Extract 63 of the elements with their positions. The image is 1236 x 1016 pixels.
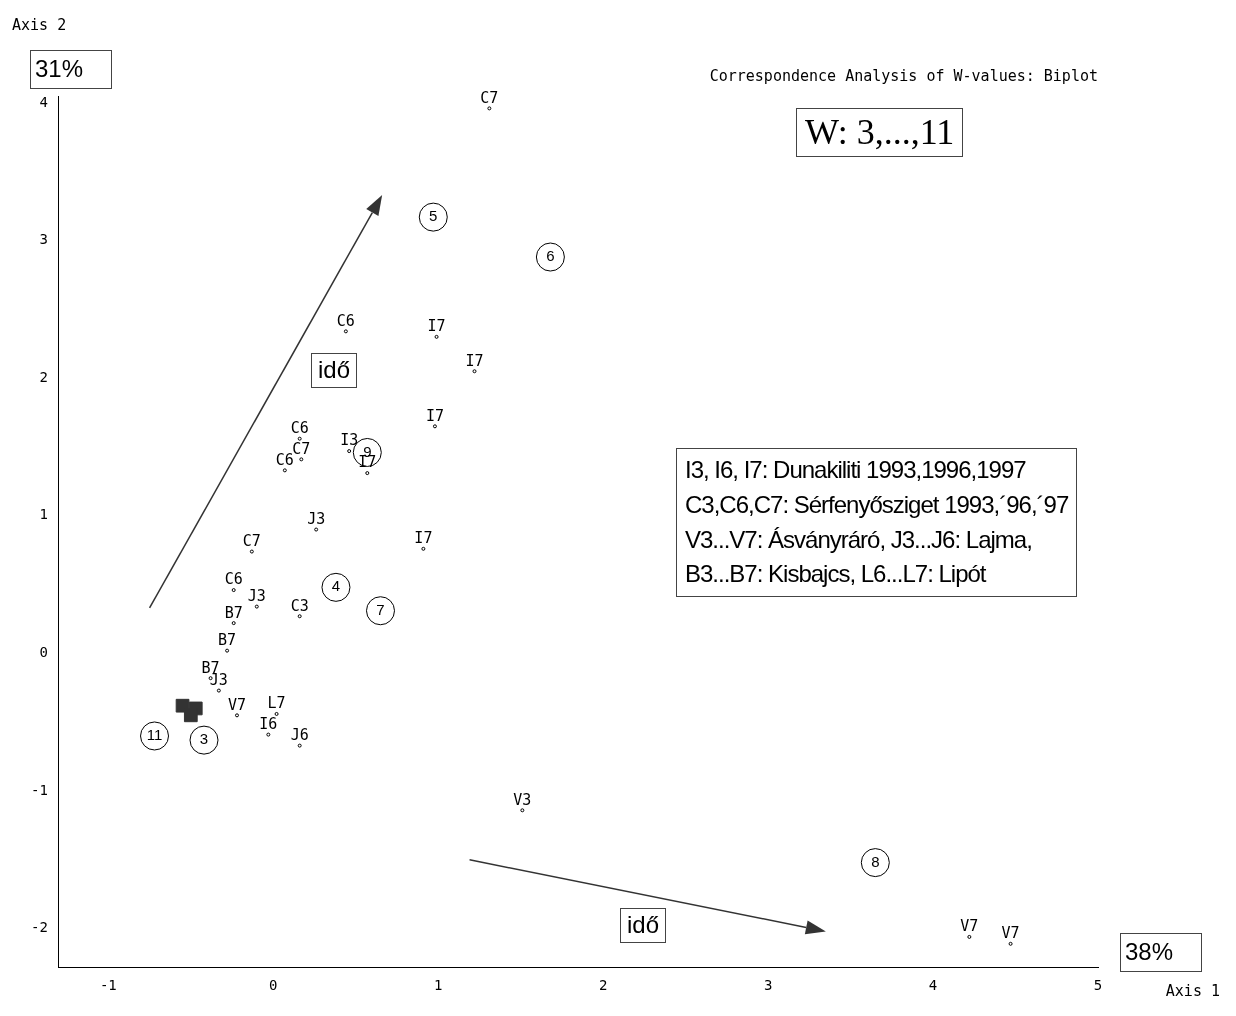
annotation: 4 xyxy=(331,577,341,595)
annotation: 8 xyxy=(871,852,880,870)
y-axis-title: Axis 2 xyxy=(12,16,67,34)
annotation: B3...B7: Kisbajcs, L6...L7: Lipót xyxy=(685,559,988,590)
y-tick-label: 4 xyxy=(39,93,48,110)
data-label: I7 xyxy=(425,406,444,425)
y-tick-label: -2 xyxy=(31,919,48,936)
annotation: 3 xyxy=(199,730,209,748)
text: 31% xyxy=(30,50,113,89)
x-tick-label: -1 xyxy=(99,977,117,994)
data-label: C6 xyxy=(275,450,294,469)
data-label: J6 xyxy=(290,726,309,745)
data-label: L7 xyxy=(267,694,286,713)
x-tick-label: 0 xyxy=(269,977,278,994)
annotation: 6 xyxy=(546,247,555,265)
y-tick-label: 3 xyxy=(39,231,48,248)
data-label: C7 xyxy=(480,88,499,107)
y-tick-label: 0 xyxy=(39,644,48,661)
point xyxy=(189,725,219,755)
point xyxy=(418,202,448,232)
data-label: J3 xyxy=(307,509,326,528)
point xyxy=(321,572,351,602)
data-label: C6 xyxy=(336,311,355,330)
point xyxy=(860,848,890,878)
data-label: C6 xyxy=(224,570,243,589)
annotation: V3...V7: Ásványráró, J3...J6: Lajma, xyxy=(685,524,1033,555)
data-label: V7 xyxy=(227,695,247,714)
point xyxy=(535,242,565,272)
data-label: I7 xyxy=(427,317,446,336)
x-tick-label: 2 xyxy=(598,977,608,994)
annotation: W: 3,...,11 xyxy=(796,108,964,158)
data-label: V7 xyxy=(1001,924,1020,943)
data-label: C7 xyxy=(242,531,261,550)
x-tick-label: 1 xyxy=(434,977,443,994)
annotation: idő xyxy=(620,908,667,943)
data-label: B7 xyxy=(218,631,237,650)
annotation: 11 xyxy=(146,726,163,744)
annotation: 7 xyxy=(376,600,385,618)
data-label: C3 xyxy=(290,596,309,615)
data-label: C7 xyxy=(292,439,311,458)
text: 38% xyxy=(1120,933,1203,972)
x-tick-label: 5 xyxy=(1093,977,1103,994)
y-tick-label: 1 xyxy=(39,506,48,523)
data-label: I7 xyxy=(465,351,484,370)
x-tick-label: 3 xyxy=(763,977,773,994)
data-label: I3 xyxy=(340,431,359,450)
annotation: idő xyxy=(311,353,358,388)
point xyxy=(366,596,395,626)
annotation: 5 xyxy=(429,207,438,225)
annotation: C3,C6,C7: Sérfenyősziget 1993,´96,´97 xyxy=(685,489,1069,520)
annotation: I3, I6, I7: Dunakiliti 1993,1996,1997 xyxy=(685,455,1027,485)
data-label: J3 xyxy=(247,587,266,605)
chart-title: Correspondence Analysis of W-values: Biplot xyxy=(709,66,1098,85)
data-label: V3 xyxy=(513,790,532,809)
x-axis-title: Axis 1 xyxy=(1165,982,1220,1000)
data-label: V7 xyxy=(960,917,979,936)
data-label: C6 xyxy=(290,419,309,438)
y-tick-label: -1 xyxy=(31,781,48,798)
x-tick-label: 4 xyxy=(928,977,938,994)
data-label: I7 xyxy=(414,529,433,548)
data-label: B7 xyxy=(224,603,243,622)
y-tick-label: 2 xyxy=(39,368,48,385)
data-label: I6 xyxy=(259,715,278,733)
